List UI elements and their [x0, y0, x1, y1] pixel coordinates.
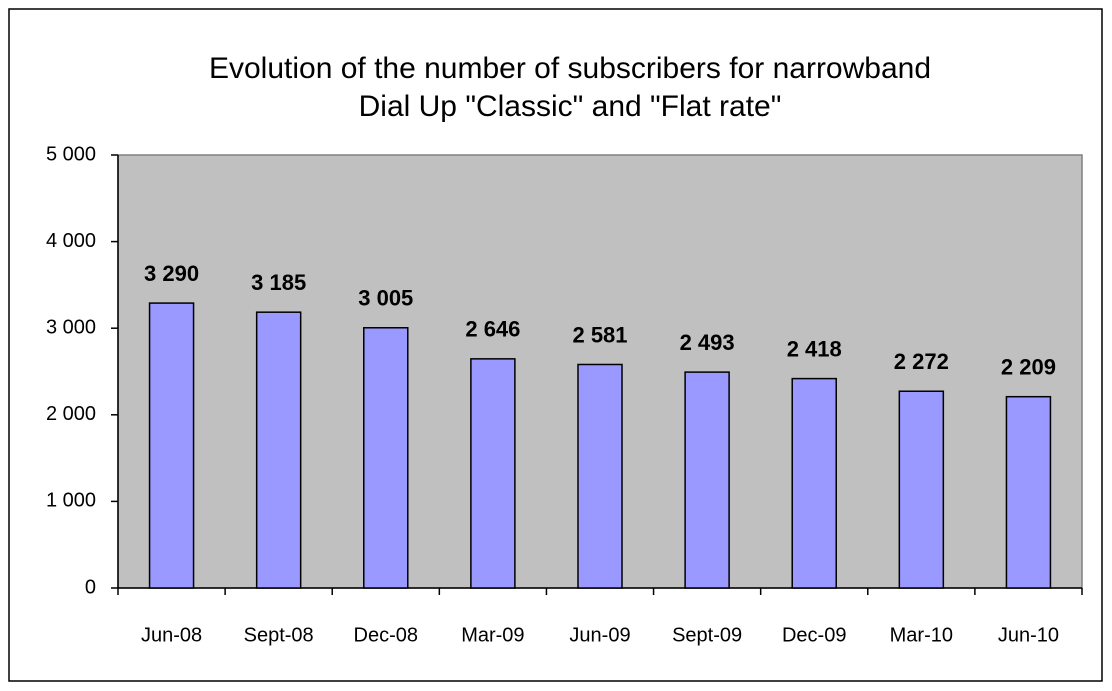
chart-title: Dial Up "Classic" and "Flat rate" — [359, 90, 782, 123]
value-label: 2 272 — [894, 349, 949, 374]
x-tick-label: Sept-09 — [672, 624, 742, 646]
x-tick-label: Mar-10 — [890, 624, 953, 646]
bar — [363, 327, 409, 589]
y-tick-label: 4 000 — [46, 230, 96, 252]
value-label: 2 581 — [572, 322, 627, 347]
y-tick-label: 0 — [85, 576, 96, 598]
x-tick-label: Jun-10 — [998, 624, 1059, 646]
bar — [470, 358, 516, 589]
x-tick-label: Sept-08 — [244, 624, 314, 646]
bar — [684, 371, 730, 589]
bar — [791, 377, 837, 589]
x-tick-label: Mar-09 — [461, 624, 524, 646]
value-label: 2 418 — [787, 336, 842, 361]
x-tick-label: Jun-09 — [569, 624, 630, 646]
value-label: 3 185 — [251, 270, 306, 295]
value-label: 2 209 — [1001, 355, 1056, 380]
value-label: 2 646 — [465, 317, 520, 342]
y-tick-label: 2 000 — [46, 403, 96, 425]
x-tick-label: Dec-09 — [782, 624, 846, 646]
value-label: 3 290 — [144, 261, 199, 286]
value-label: 2 493 — [680, 330, 735, 355]
x-tick-label: Jun-08 — [141, 624, 202, 646]
y-tick-label: 5 000 — [46, 143, 96, 165]
bar — [255, 311, 302, 589]
y-tick-label: 3 000 — [46, 316, 96, 338]
bar — [148, 302, 195, 589]
bar — [1005, 395, 1052, 589]
y-tick-label: 1 000 — [46, 490, 96, 512]
x-tick-label: Dec-08 — [354, 624, 418, 646]
bar — [577, 363, 623, 589]
chart-title: Evolution of the number of subscribers f… — [209, 52, 931, 85]
value-label: 3 005 — [358, 286, 413, 311]
bar — [898, 390, 945, 589]
